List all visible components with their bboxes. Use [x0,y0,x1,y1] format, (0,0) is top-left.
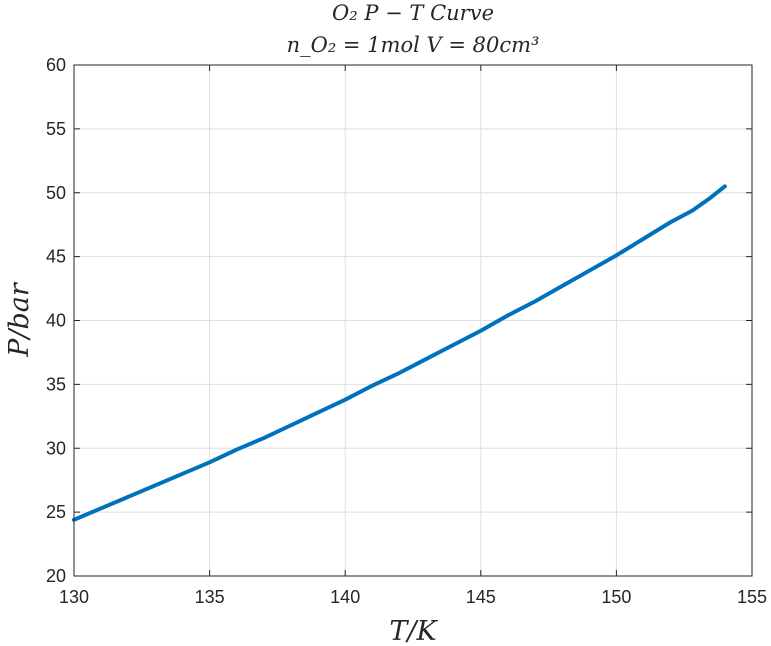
axes [73,64,753,577]
tick-labels: 130 135 140 145 150 155 20 25 30 35 40 45 50 55 60 [46,55,767,607]
y-tick-label: 20 [46,566,66,586]
x-tick-label: 135 [195,587,225,607]
chart-title-line1: O₂ P − T Curve [332,1,494,25]
y-tick-label: 40 [46,311,66,331]
y-tick-label: 55 [46,119,66,139]
grid-lines [73,64,753,577]
y-tick-label: 30 [46,438,66,458]
chart-title: O₂ P − T Curve n_O₂ = 1mol V = 80cm³ [287,1,540,57]
y-axis-label: P/bar [4,281,35,358]
x-axis-label: T/K [389,616,438,646]
y-tick-label: 35 [46,374,66,394]
x-tick-label: 130 [59,587,89,607]
y-tick-label: 50 [46,183,66,203]
chart-title-line2: n_O₂ = 1mol V = 80cm³ [287,33,540,57]
x-tick-label: 145 [466,587,496,607]
y-tick-label: 60 [46,55,66,75]
series-layer [72,184,727,522]
x-tick-label: 150 [601,587,631,607]
x-tick-label: 140 [330,587,360,607]
y-tick-label: 25 [46,502,66,522]
y-tick-label: 45 [46,247,66,267]
x-tick-label: 155 [737,587,767,607]
series-line [72,184,727,522]
